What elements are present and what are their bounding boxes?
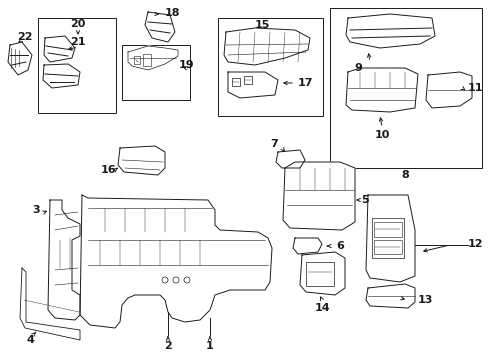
Polygon shape [293,238,322,254]
Polygon shape [8,42,32,75]
Bar [38,18,116,113]
Text: 12: 12 [467,239,483,249]
Text: 16: 16 [100,165,116,175]
Bar [122,45,190,100]
Text: 10: 10 [374,130,390,140]
Polygon shape [228,72,278,98]
Polygon shape [366,284,415,308]
Bar [372,218,404,258]
Bar [244,76,252,84]
Bar [330,8,482,168]
Polygon shape [145,12,175,42]
Polygon shape [43,64,80,88]
Text: 7: 7 [270,139,278,149]
Bar [374,240,402,254]
Text: 21: 21 [70,37,86,47]
Polygon shape [128,46,178,70]
Text: 6: 6 [336,241,344,251]
Polygon shape [366,195,415,282]
Polygon shape [44,36,75,62]
Text: 15: 15 [254,20,270,30]
Polygon shape [276,150,305,168]
Polygon shape [118,146,165,175]
Text: 3: 3 [32,205,40,215]
Text: 17: 17 [297,78,313,88]
Text: 5: 5 [361,195,369,205]
Polygon shape [80,195,272,328]
Text: 1: 1 [206,341,214,351]
Text: 8: 8 [401,170,409,180]
Polygon shape [300,252,345,295]
Text: 20: 20 [70,19,86,29]
Text: 13: 13 [417,295,433,305]
Polygon shape [426,72,472,108]
Polygon shape [20,268,80,340]
Text: 14: 14 [314,303,330,313]
Text: 9: 9 [354,63,362,73]
Text: 4: 4 [26,335,34,345]
Polygon shape [48,200,80,320]
Text: 2: 2 [164,341,172,351]
Text: 22: 22 [17,32,33,42]
Polygon shape [224,28,310,65]
Bar [232,78,240,86]
Text: 11: 11 [467,83,483,93]
Text: 19: 19 [178,60,194,70]
Bar [143,54,151,66]
Text: 18: 18 [164,8,180,18]
Bar [374,222,402,237]
Bar [134,56,140,64]
Bar [306,262,334,286]
Polygon shape [283,162,355,230]
Polygon shape [346,68,418,112]
Polygon shape [346,14,435,48]
Bar [218,18,323,116]
